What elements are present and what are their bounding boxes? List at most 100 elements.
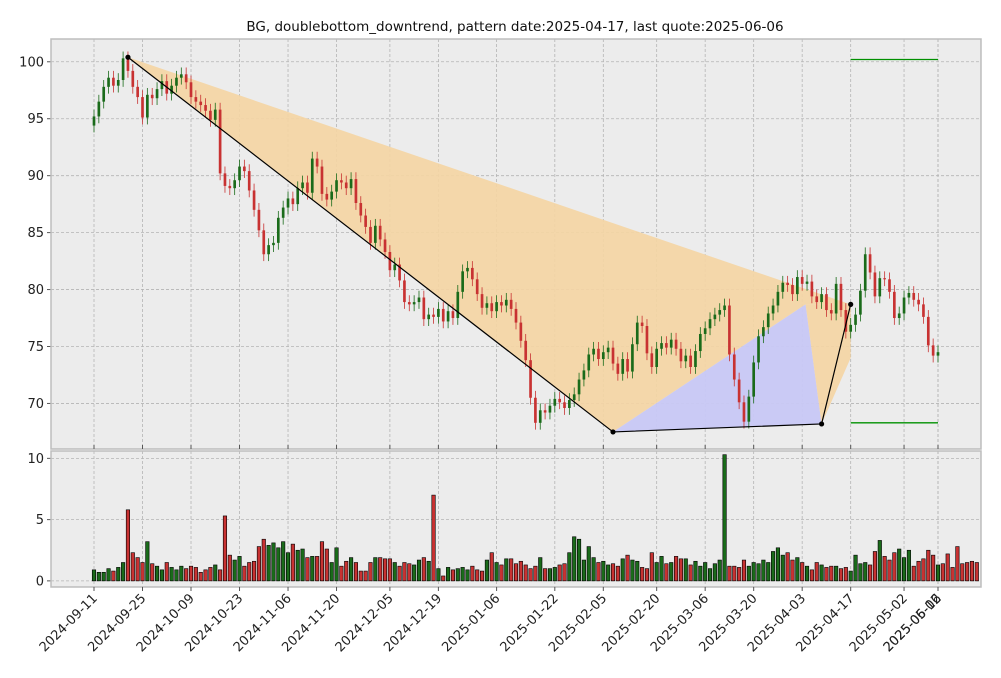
candle-body <box>286 198 290 208</box>
volume-bar <box>184 568 189 582</box>
volume-bar <box>688 564 693 582</box>
volume-bar <box>916 560 921 582</box>
candle-body <box>815 296 819 303</box>
candle-body <box>146 94 149 118</box>
candle-body <box>742 402 746 422</box>
candle-body <box>543 410 547 413</box>
candle-body <box>344 182 348 189</box>
pattern-point <box>848 301 854 307</box>
candle-body <box>441 308 445 322</box>
volume-bar <box>368 562 373 582</box>
volume-bar <box>780 554 785 582</box>
volume-bar <box>130 552 135 582</box>
volume-bar <box>479 570 485 582</box>
volume-bar <box>674 556 679 582</box>
volume-bar <box>581 559 586 582</box>
candle-body <box>723 305 726 311</box>
candle-body <box>267 245 270 255</box>
volume-bar <box>213 564 218 582</box>
candle-body <box>922 304 925 317</box>
candle-body <box>645 326 649 354</box>
volume-bar <box>504 558 509 582</box>
volume-bar <box>271 542 276 582</box>
candle-body <box>825 294 828 311</box>
candle-body <box>524 340 528 361</box>
candle-body <box>626 359 629 372</box>
price-y-tick-label: 95 <box>27 112 44 127</box>
volume-bar <box>116 567 121 582</box>
volume-bar <box>610 563 616 582</box>
volume-bar <box>819 564 824 582</box>
candle-body <box>635 322 639 345</box>
candle-body <box>480 294 484 308</box>
candle-body <box>791 285 794 295</box>
candle-body <box>504 299 508 306</box>
volume-bar <box>290 543 295 582</box>
volume-bar <box>557 564 562 582</box>
volume-bar <box>955 546 960 582</box>
candle-body <box>204 105 207 111</box>
volume-bar <box>363 570 368 582</box>
second-bottom-fill <box>613 304 822 432</box>
candle-body <box>616 363 620 374</box>
volume-bar <box>193 567 198 582</box>
volume-bar <box>940 563 945 582</box>
volume-bar <box>310 556 315 582</box>
candle-body <box>534 397 537 423</box>
candle-body <box>451 311 455 319</box>
volume-bar <box>378 557 383 582</box>
volume-bar <box>644 568 650 582</box>
volume-bar <box>329 562 334 582</box>
volume-bar <box>698 565 703 582</box>
volume-bar <box>664 563 669 582</box>
candle-body <box>674 339 678 349</box>
candle-body <box>306 182 309 193</box>
volume-bar <box>741 559 747 582</box>
volume-bar <box>892 552 897 582</box>
candle-body <box>582 370 586 380</box>
volume-bar <box>198 571 203 582</box>
volume-bar <box>901 557 907 582</box>
volume-bar <box>538 557 543 582</box>
volume-bar <box>353 562 358 582</box>
candle-body <box>563 402 566 408</box>
volume-panel-border <box>50 450 982 588</box>
candle-body <box>102 86 106 102</box>
pattern-path <box>127 56 852 433</box>
volume-bar <box>533 565 538 582</box>
candle-body <box>247 171 251 191</box>
candle-body <box>572 394 576 401</box>
volume-bar <box>281 541 286 582</box>
candle-body <box>170 85 173 94</box>
candle-body <box>548 405 552 413</box>
candle-body <box>257 209 261 231</box>
volume-bar <box>785 552 790 582</box>
candle-body <box>878 278 882 297</box>
candle-body <box>568 400 571 408</box>
volume-bar <box>935 564 941 582</box>
volume-bar <box>412 564 417 582</box>
volume-bar <box>450 569 455 582</box>
volume-bar <box>203 569 208 582</box>
volume-bar <box>465 569 470 582</box>
candle-body <box>175 77 178 86</box>
candle-body <box>495 302 498 312</box>
volume-bar <box>91 569 97 582</box>
candle-body <box>136 86 139 98</box>
candle-body <box>97 101 101 117</box>
volume-bar <box>475 569 480 582</box>
candle-body <box>354 179 358 203</box>
volume-bar <box>838 568 844 582</box>
candle-body <box>718 310 722 315</box>
candle-body <box>500 302 503 306</box>
candle-body <box>437 308 440 317</box>
volume-bar <box>606 564 611 582</box>
candle-body <box>757 336 760 363</box>
candle-body <box>310 158 314 193</box>
volume-bar <box>300 548 305 582</box>
volume-bar <box>494 562 499 582</box>
volume-bar <box>227 554 232 582</box>
candle-body <box>708 319 712 329</box>
volume-bar <box>877 540 882 582</box>
volume-bar <box>441 575 446 582</box>
